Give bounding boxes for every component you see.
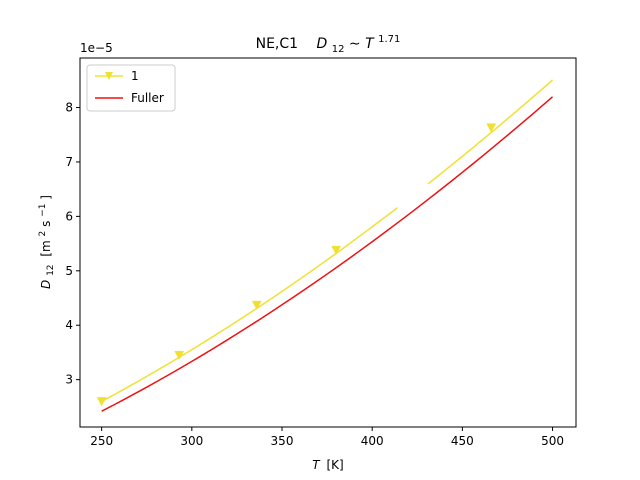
plot-area xyxy=(80,58,576,427)
series-marker xyxy=(96,397,107,407)
y-label-unit-close: ] xyxy=(39,195,53,200)
y-tick-label: 4 xyxy=(65,318,73,332)
y-label-var: D xyxy=(39,280,53,289)
x-label-var: T xyxy=(312,458,321,472)
y-axis-label: D 12 [m 2 s −1 ] xyxy=(34,195,56,289)
y-axis: 3 4 5 6 7 8 xyxy=(65,101,80,387)
plot-frame xyxy=(79,57,577,428)
x-axis: 250 300 350 400 450 500 xyxy=(90,427,564,448)
x-tick-label: 350 xyxy=(271,434,294,448)
x-tick-label: 400 xyxy=(361,434,384,448)
series-marker xyxy=(251,300,262,311)
y-tick-label: 7 xyxy=(65,155,73,169)
title-prefix: NE,C1 xyxy=(256,36,298,52)
x-tick-label: 300 xyxy=(180,434,203,448)
legend-marker-series-1 xyxy=(105,72,113,80)
y-tick-label: 8 xyxy=(65,101,73,115)
y-label-unit-mid: s xyxy=(39,221,53,227)
legend: 1 Fuller xyxy=(86,64,176,112)
y-tick-label: 6 xyxy=(65,209,73,223)
y-tick-label: 5 xyxy=(65,264,73,278)
title-rhs-sup: 1.71 xyxy=(378,34,400,45)
series-marker xyxy=(331,245,342,256)
x-axis-label: T [K] xyxy=(312,458,343,472)
x-tick-label: 450 xyxy=(451,434,474,448)
y-label-unit-sup2: −1 xyxy=(38,204,48,217)
x-label-unit: [K] xyxy=(326,458,343,472)
series-layer xyxy=(96,79,554,412)
y-label-unit-sup1: 2 xyxy=(38,231,48,237)
title-rhs: T xyxy=(365,36,375,52)
series-line-1 xyxy=(101,207,398,403)
title-rel: ∼ xyxy=(349,36,361,52)
series-line-1 xyxy=(427,79,554,185)
x-tick-label: 500 xyxy=(541,434,564,448)
title-var: D xyxy=(317,36,328,52)
y-label-sub: 12 xyxy=(46,264,56,275)
legend-label-series-1: 1 xyxy=(131,69,139,83)
x-tick-label: 250 xyxy=(90,434,113,448)
title-var-sub: 12 xyxy=(332,44,345,55)
series-marker xyxy=(486,123,497,133)
legend-label-fuller: Fuller xyxy=(131,91,164,105)
y-tick-label: 3 xyxy=(65,373,73,387)
y-label-unit-open: [m xyxy=(39,240,53,256)
y-offset-label: 1e−5 xyxy=(80,41,113,55)
series-line-fuller xyxy=(101,96,554,412)
series-marker xyxy=(174,350,185,361)
chart-title: NE,C1 D 12 ∼ T 1.71 xyxy=(256,34,401,56)
